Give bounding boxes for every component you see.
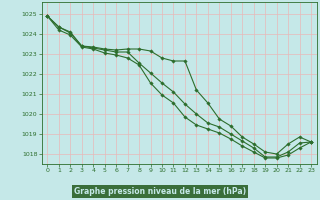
Text: Graphe pression niveau de la mer (hPa): Graphe pression niveau de la mer (hPa) [74, 187, 246, 196]
